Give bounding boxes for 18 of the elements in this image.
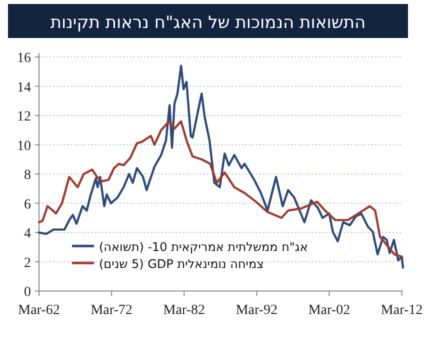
y-tick-label: 2 xyxy=(24,256,31,271)
x-tick-label: Mar-82 xyxy=(163,303,205,318)
legend-label: אג"ח ממשלתית אמריקאית 10- (תשואה) xyxy=(99,240,308,254)
y-tick-label: 0 xyxy=(24,285,31,300)
x-tick-label: Mar-72 xyxy=(90,303,132,318)
x-tick-label: Mar-62 xyxy=(18,303,60,318)
y-tick-label: 4 xyxy=(24,226,31,242)
x-tick-label: Mar-02 xyxy=(308,303,350,318)
y-tick-label: 12 xyxy=(17,110,31,124)
x-tick-label: Mar-12 xyxy=(380,303,423,318)
y-tick-label: 10 xyxy=(17,138,31,154)
x-tick-label: Mar-92 xyxy=(236,303,278,318)
y-tick-label: 8 xyxy=(24,168,31,183)
legend-label: צמיחה נומינאלית GDP (5 שנים) xyxy=(99,257,264,271)
y-tick-label: 16 xyxy=(17,51,31,66)
y-tick-label: 6 xyxy=(24,197,31,212)
chart-title: התשואות הנמוכות של האג"ח נראות תקינות xyxy=(50,13,366,33)
y-tick-label: 14 xyxy=(17,80,31,96)
